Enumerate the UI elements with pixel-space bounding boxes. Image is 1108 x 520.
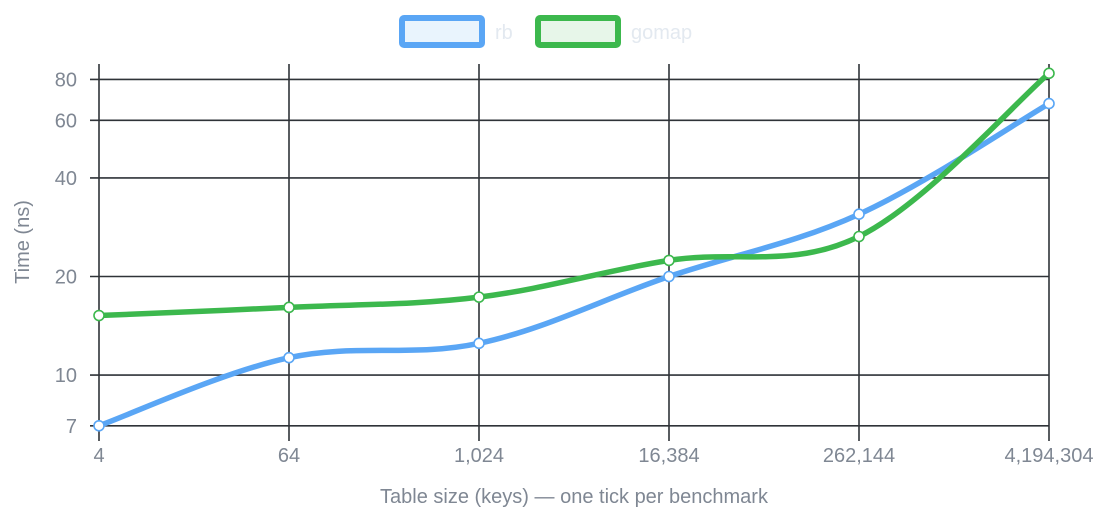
y-axis-ticks: 7 10 20 40 60 80 [55, 69, 77, 437]
legend: rb gomap [399, 15, 692, 48]
data-point-gomap [93, 309, 105, 322]
data-points [93, 67, 1055, 432]
x-tick-label: 4 [93, 445, 104, 467]
y-axis-title: Time (ns) [12, 200, 34, 284]
y-tick-label: 10 [55, 365, 77, 387]
data-point-gomap [853, 230, 865, 243]
data-point-rb [93, 419, 105, 432]
y-tick-label: 40 [55, 168, 77, 190]
y-tick-label: 20 [55, 267, 77, 289]
gridlines [90, 64, 1050, 441]
legend-label-rb[interactable]: rb [495, 22, 513, 44]
y-tick-label: 7 [66, 416, 77, 438]
x-axis-ticks: 4 64 1,024 16,384 262,144 4,194,304 [93, 445, 1093, 467]
data-point-rb [853, 208, 865, 220]
data-point-gomap [1043, 67, 1055, 80]
data-point-rb [663, 270, 675, 283]
legend-swatch-rb[interactable] [399, 15, 485, 48]
series-line-gomap [96, 70, 1052, 319]
series-line-rb [96, 100, 1052, 429]
legend-label-gomap[interactable]: gomap [631, 22, 692, 44]
x-tick-label: 1,024 [454, 445, 504, 467]
x-tick-label: 16,384 [638, 445, 699, 467]
data-point-rb [473, 337, 485, 350]
series-lines [96, 70, 1052, 429]
data-point-rb [1043, 97, 1055, 110]
legend-swatch-gomap[interactable] [535, 15, 621, 48]
x-tick-label: 262,144 [823, 445, 895, 467]
x-tick-label: 4,194,304 [1005, 445, 1094, 467]
x-axis-title: Table size (keys) — one tick per benchma… [380, 486, 769, 508]
data-point-gomap [663, 254, 675, 267]
data-point-rb [283, 351, 295, 364]
data-point-gomap [283, 301, 295, 314]
y-tick-label: 60 [55, 110, 77, 132]
data-point-gomap [473, 291, 485, 303]
y-tick-label: 80 [55, 69, 77, 91]
x-tick-label: 64 [278, 445, 300, 467]
